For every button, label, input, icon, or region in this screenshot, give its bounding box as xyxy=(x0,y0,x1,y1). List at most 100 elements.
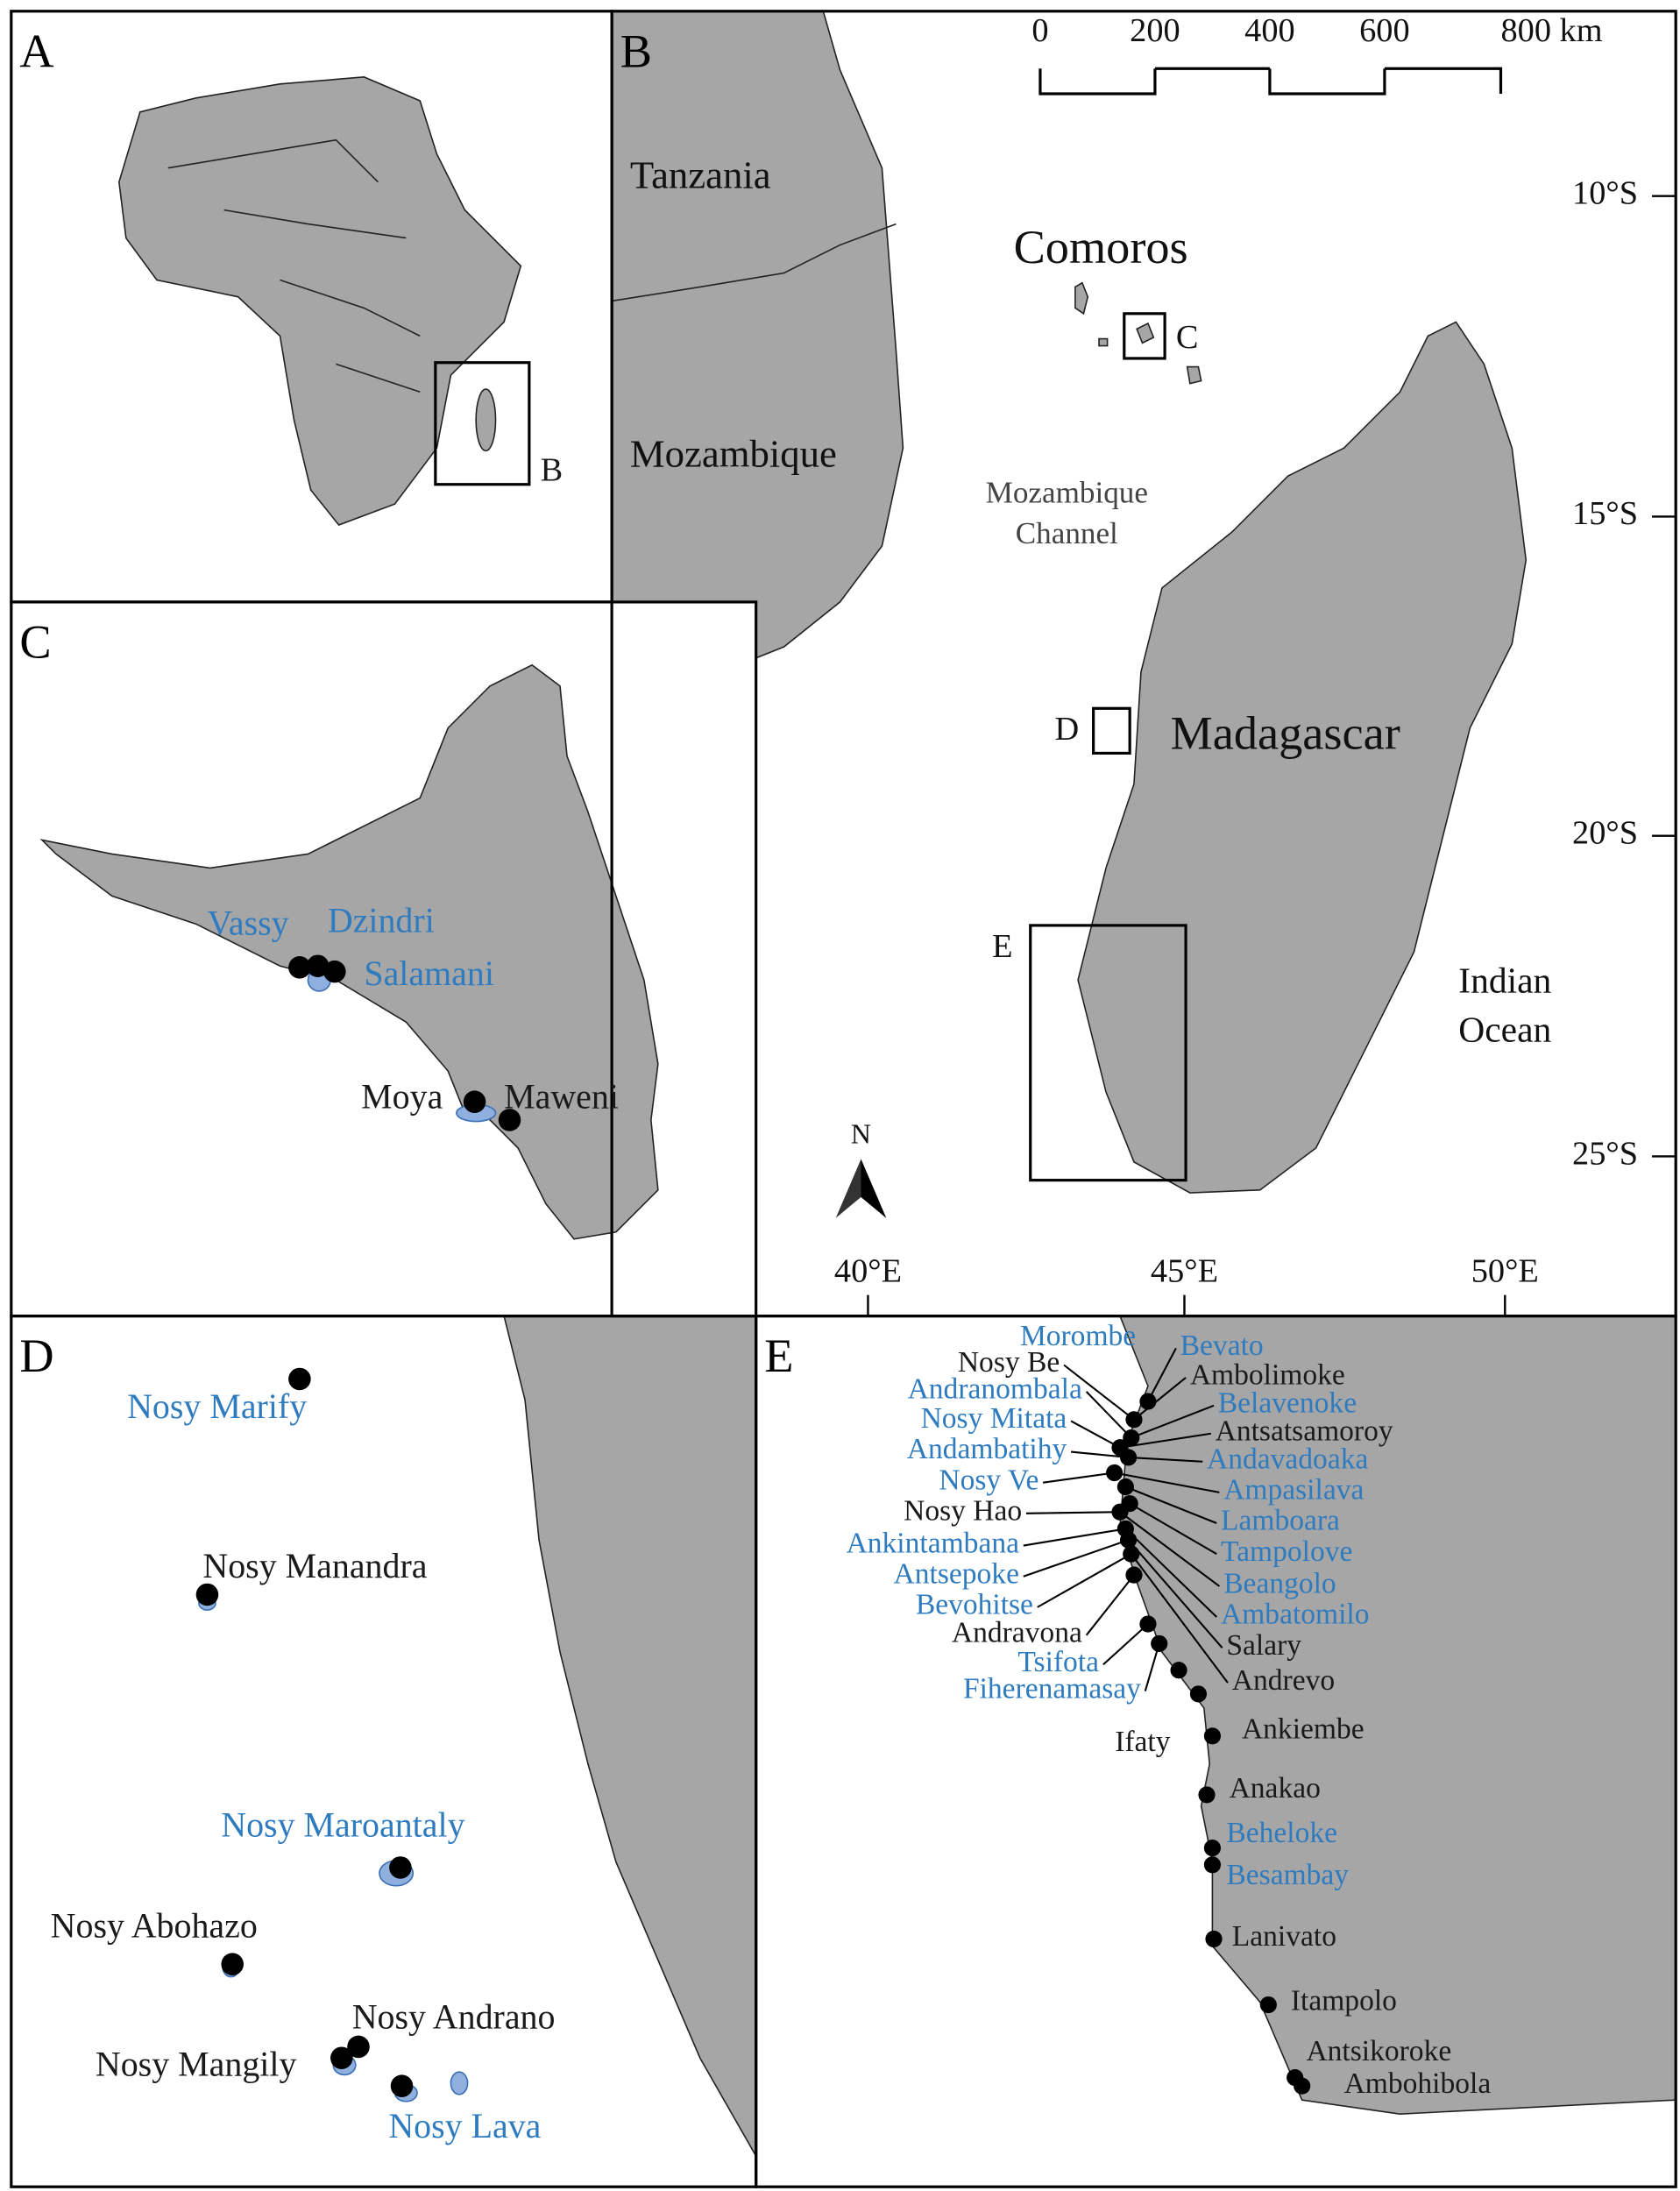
border xyxy=(611,223,897,302)
site-label: Bevato xyxy=(1180,1329,1264,1362)
borders xyxy=(167,138,421,394)
site-label: Ankintambana xyxy=(847,1527,1020,1559)
scale-label: 0 xyxy=(1031,12,1048,49)
site-label: Nosy Lava xyxy=(388,2106,541,2145)
site-marker xyxy=(1139,1393,1157,1410)
site-marker xyxy=(347,2035,370,2059)
site-label: Nosy Abohazo xyxy=(51,1905,258,1945)
site-label: Besambay xyxy=(1226,1859,1349,1891)
site-label: Morombe xyxy=(1020,1320,1136,1352)
reef-area xyxy=(450,2071,469,2095)
site-marker xyxy=(389,1856,412,1879)
site-marker xyxy=(221,1953,244,1975)
site-marker xyxy=(195,1583,219,1606)
leader-line xyxy=(1114,1471,1220,1493)
site-label: Ifaty xyxy=(1115,1726,1171,1758)
country-label: Mozambique xyxy=(630,432,837,476)
site-label: Beangolo xyxy=(1223,1568,1336,1600)
site-label: Antsikoroke xyxy=(1306,2035,1451,2067)
site-label: Andambatihy xyxy=(907,1433,1067,1465)
site-label: Dzindri xyxy=(328,900,435,940)
leader-line xyxy=(1127,1539,1223,1649)
site-marker xyxy=(1198,1786,1216,1804)
site-marker xyxy=(390,2074,414,2097)
site-marker xyxy=(1151,1634,1168,1652)
scale-label: 600 xyxy=(1359,12,1410,49)
site-label: Nosy Mitata xyxy=(921,1402,1067,1435)
site-label: Moya xyxy=(361,1077,443,1117)
site-label: Maweni xyxy=(504,1077,619,1117)
labels: A B C D E B Tanzania Mozambique Comoros Madagasca… xyxy=(19,12,1676,2145)
leader-line xyxy=(1131,1404,1215,1439)
site-label: Lamboara xyxy=(1221,1505,1340,1537)
site-marker xyxy=(1123,1545,1140,1563)
site-marker xyxy=(1203,1840,1222,1857)
inset-label: E xyxy=(992,928,1012,965)
site-label: Salamani xyxy=(364,954,494,993)
leader-line xyxy=(1023,1528,1126,1547)
leader-line xyxy=(1063,1364,1135,1421)
leader-line xyxy=(1119,1432,1211,1449)
site-marker xyxy=(1116,1478,1134,1496)
site-label: Nosy Ve xyxy=(939,1464,1038,1496)
water-label: Channel xyxy=(1016,516,1118,550)
longitude-label: 40°E xyxy=(834,1252,902,1289)
site-label: Ambatomilo xyxy=(1221,1599,1370,1631)
site-label: Tampolove xyxy=(1221,1535,1352,1568)
leader-line xyxy=(1133,1377,1187,1421)
site-label: Nosy Hao xyxy=(904,1495,1022,1528)
site-label: Beheloke xyxy=(1226,1817,1337,1849)
madagascar xyxy=(1077,321,1528,1194)
scale-label: 800 km xyxy=(1500,12,1602,49)
leader-line xyxy=(1124,1528,1217,1618)
site-label: Belavenoke xyxy=(1218,1387,1357,1420)
leader-line xyxy=(1070,1450,1129,1458)
site-marker xyxy=(288,956,311,979)
leader-line xyxy=(1085,1574,1135,1636)
site-label: Nosy Mangily xyxy=(96,2045,297,2084)
leader-line xyxy=(1119,1511,1221,1587)
site-label: Tsifota xyxy=(1017,1646,1099,1678)
water-label: Indian xyxy=(1458,961,1551,1001)
site-label: Nosy Andrano xyxy=(352,1996,556,2036)
leader-line xyxy=(1037,1553,1132,1608)
inset-label: D xyxy=(1054,711,1079,748)
site-marker xyxy=(1119,1531,1138,1549)
site-label: Lanivato xyxy=(1232,1920,1336,1953)
site-marker xyxy=(1106,1464,1124,1482)
site-label: Ambolimoke xyxy=(1190,1359,1345,1392)
leader-line xyxy=(1102,1623,1149,1666)
panel-letter: D xyxy=(19,1329,53,1382)
site-marker xyxy=(323,960,346,983)
latitude-label: 10°S xyxy=(1572,174,1638,211)
site-marker xyxy=(498,1109,521,1131)
site-marker xyxy=(1189,1685,1208,1703)
country-label: Tanzania xyxy=(630,153,771,197)
site-label: Antsepoke xyxy=(894,1557,1019,1590)
leader-line xyxy=(1023,1539,1129,1578)
site-label: Andravona xyxy=(952,1617,1082,1649)
site-label: Andrevo xyxy=(1232,1664,1335,1697)
leader-line xyxy=(1124,1485,1217,1524)
panel-letter: A xyxy=(19,25,53,77)
site-label: Ambohibola xyxy=(1344,2067,1492,2100)
leader-line xyxy=(1070,1420,1121,1449)
site-label: Nosy Be xyxy=(958,1346,1060,1379)
site-label: Andavadoaka xyxy=(1207,1443,1368,1475)
site-label: Bevohitse xyxy=(916,1589,1033,1621)
site-marker xyxy=(1203,1727,1222,1745)
site-label: Nosy Maroantaly xyxy=(221,1805,464,1844)
site-marker xyxy=(1111,1503,1129,1521)
leader-line xyxy=(1129,1502,1217,1556)
site-marker xyxy=(330,2046,353,2070)
latitude-label: 20°S xyxy=(1572,814,1638,851)
inset-box xyxy=(1123,312,1166,360)
leader-line xyxy=(1128,1456,1203,1463)
inset-box xyxy=(1029,924,1187,1182)
inset-label: C xyxy=(1176,319,1199,356)
site-label: Anakao xyxy=(1230,1772,1321,1805)
madagascar-small xyxy=(475,388,497,452)
latitude-label: 25°S xyxy=(1572,1135,1638,1172)
coast-e xyxy=(1118,1315,1676,2115)
